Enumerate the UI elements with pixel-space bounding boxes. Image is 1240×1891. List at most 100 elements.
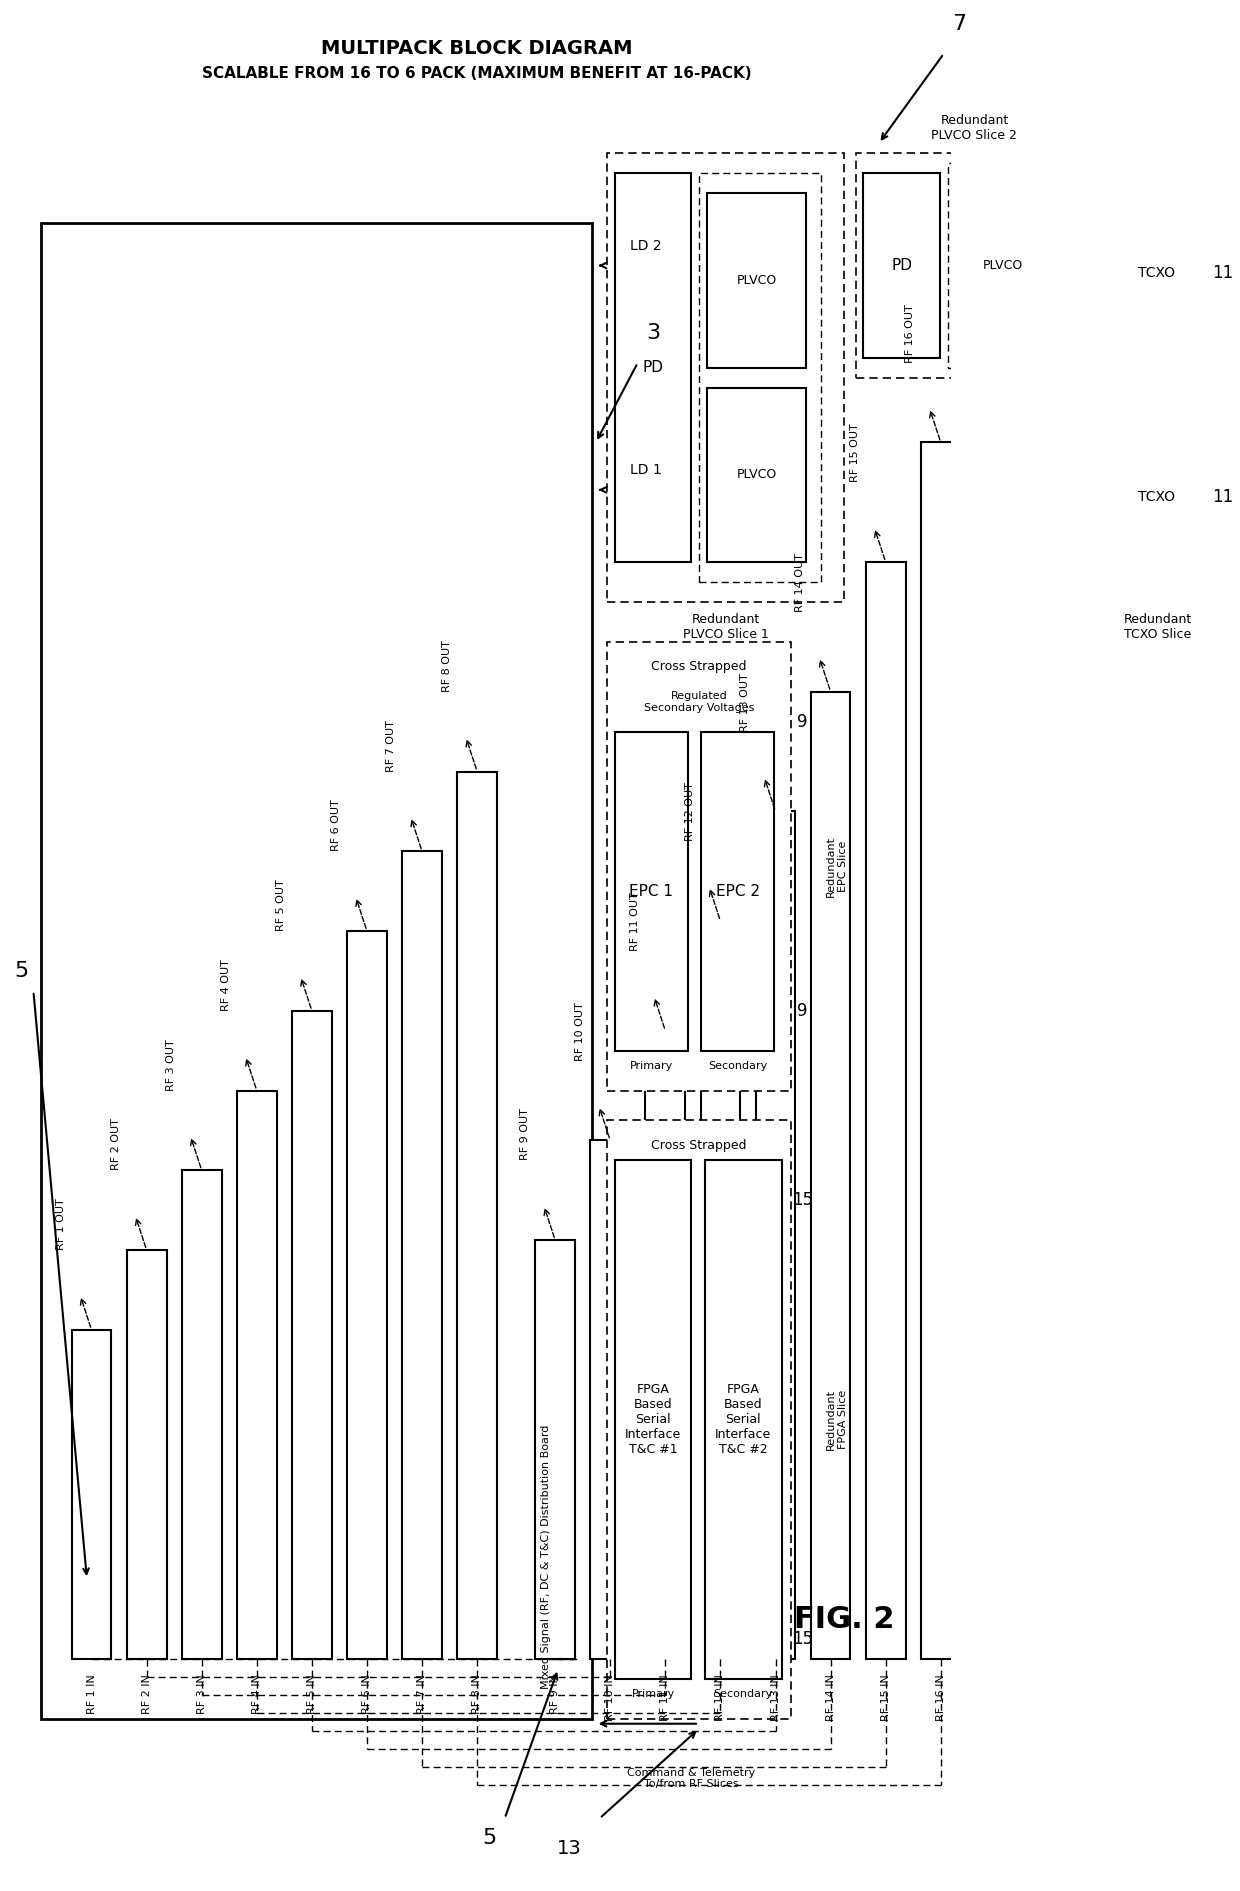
Text: RF 14 OUT: RF 14 OUT: [795, 552, 805, 613]
Text: RF 11 IN: RF 11 IN: [661, 1674, 671, 1721]
Text: RF 6 OUT: RF 6 OUT: [331, 800, 341, 851]
Bar: [921, 442, 961, 1658]
Text: LD 1: LD 1: [630, 463, 662, 477]
Bar: [402, 851, 441, 1658]
Text: RF 1 OUT: RF 1 OUT: [56, 1199, 66, 1250]
Text: RF 16 IN: RF 16 IN: [936, 1674, 946, 1721]
Text: Cross Strapped: Cross Strapped: [651, 660, 746, 673]
Text: RF 7 OUT: RF 7 OUT: [387, 720, 397, 772]
Text: RF 15 IN: RF 15 IN: [880, 1674, 890, 1721]
Bar: [458, 772, 497, 1658]
Bar: [615, 732, 687, 1051]
Text: EPC 1: EPC 1: [629, 883, 673, 898]
Text: 9: 9: [797, 713, 807, 730]
Text: Secondary: Secondary: [708, 1061, 768, 1070]
Text: 13: 13: [557, 1838, 582, 1857]
Bar: [182, 1171, 222, 1658]
Text: RF 3 IN: RF 3 IN: [197, 1674, 207, 1713]
Text: SCALABLE FROM 16 TO 6 PACK (MAXIMUM BENEFIT AT 16-PACK): SCALABLE FROM 16 TO 6 PACK (MAXIMUM BENE…: [202, 66, 751, 81]
Text: RF 3 OUT: RF 3 OUT: [166, 1038, 176, 1091]
Text: FPGA
Based
Serial
Interface
T&C #1: FPGA Based Serial Interface T&C #1: [625, 1382, 681, 1456]
Text: Cross Strapped: Cross Strapped: [651, 1138, 746, 1152]
Text: EPC 2: EPC 2: [715, 883, 760, 898]
Text: 3: 3: [646, 323, 660, 342]
Text: 15: 15: [791, 1630, 813, 1647]
Text: PLVCO: PLVCO: [983, 259, 1023, 272]
Text: 11: 11: [1213, 265, 1234, 282]
Bar: [755, 811, 795, 1658]
Text: TCXO: TCXO: [1137, 490, 1174, 505]
Bar: [699, 174, 821, 582]
Text: Mixed Signal (RF, DC & T&C) Distribution Board: Mixed Signal (RF, DC & T&C) Distribution…: [541, 1424, 551, 1689]
Text: Redundant
FPGA Slice: Redundant FPGA Slice: [826, 1390, 847, 1450]
Text: RF 4 IN: RF 4 IN: [252, 1674, 262, 1713]
Text: Redundant
EPC Slice: Redundant EPC Slice: [826, 836, 847, 896]
Text: RF 8 IN: RF 8 IN: [472, 1674, 482, 1713]
Bar: [291, 1012, 332, 1658]
Bar: [615, 1161, 692, 1679]
Bar: [608, 641, 791, 1091]
Text: Primary: Primary: [631, 1689, 675, 1698]
Text: FPGA
Based
Serial
Interface
T&C #2: FPGA Based Serial Interface T&C #2: [715, 1382, 771, 1456]
Bar: [702, 732, 774, 1051]
Bar: [707, 388, 806, 562]
Text: PD: PD: [892, 257, 913, 272]
Text: 15: 15: [791, 1191, 813, 1208]
Text: RF 8 OUT: RF 8 OUT: [441, 639, 451, 692]
Bar: [863, 174, 940, 357]
Bar: [646, 1031, 686, 1658]
Text: 5: 5: [482, 1829, 496, 1848]
Bar: [237, 1091, 277, 1658]
Text: RF 12 IN: RF 12 IN: [715, 1674, 725, 1721]
Bar: [856, 153, 1092, 378]
Text: Primary: Primary: [630, 1061, 673, 1070]
Text: RF 2 OUT: RF 2 OUT: [112, 1118, 122, 1171]
Text: RF 1 IN: RF 1 IN: [87, 1674, 97, 1713]
Bar: [811, 692, 851, 1658]
Bar: [72, 1329, 112, 1658]
Text: PLVCO: PLVCO: [737, 469, 776, 482]
Text: LD 2: LD 2: [630, 238, 662, 253]
Bar: [701, 921, 740, 1658]
Text: RF 6 IN: RF 6 IN: [362, 1674, 372, 1713]
Text: RF 10 IN: RF 10 IN: [605, 1674, 615, 1721]
Text: RF 5 IN: RF 5 IN: [306, 1674, 317, 1713]
Text: RF 4 OUT: RF 4 OUT: [221, 959, 231, 1012]
Bar: [536, 1240, 575, 1658]
Bar: [955, 183, 1052, 348]
Bar: [707, 193, 806, 367]
Bar: [41, 223, 591, 1719]
Text: RF 10 OUT: RF 10 OUT: [574, 1002, 584, 1061]
Text: RF 12 OUT: RF 12 OUT: [684, 783, 694, 841]
Text: RF 13 OUT: RF 13 OUT: [740, 673, 750, 732]
Text: Command & Telemetry
To/from RF Slices: Command & Telemetry To/from RF Slices: [627, 1768, 755, 1789]
Text: Secondary: Secondary: [714, 1689, 773, 1698]
Bar: [615, 174, 692, 562]
Text: RF 9 OUT: RF 9 OUT: [520, 1108, 529, 1161]
Bar: [608, 153, 844, 601]
Bar: [126, 1250, 166, 1658]
Text: PD: PD: [642, 359, 663, 374]
Bar: [1120, 199, 1193, 348]
Bar: [866, 562, 905, 1658]
Text: Redundant
TCXO Slice: Redundant TCXO Slice: [1123, 613, 1192, 641]
Text: RF 14 IN: RF 14 IN: [826, 1674, 836, 1721]
Bar: [1120, 422, 1193, 573]
Text: 5: 5: [15, 961, 29, 981]
Text: 7: 7: [952, 13, 966, 34]
Bar: [347, 930, 387, 1658]
Text: Redundant
PLVCO Slice 1: Redundant PLVCO Slice 1: [683, 613, 769, 641]
Text: RF 16 OUT: RF 16 OUT: [905, 304, 915, 363]
Text: RF 13 IN: RF 13 IN: [770, 1674, 780, 1721]
Text: 11: 11: [1213, 488, 1234, 507]
Text: Redundant
PLVCO Slice 2: Redundant PLVCO Slice 2: [931, 115, 1017, 142]
Bar: [706, 1161, 781, 1679]
Text: TCXO: TCXO: [1137, 267, 1174, 280]
Bar: [590, 1140, 630, 1658]
Text: RF 11 OUT: RF 11 OUT: [630, 893, 640, 951]
Text: RF 5 OUT: RF 5 OUT: [277, 879, 286, 930]
Text: PLVCO: PLVCO: [737, 274, 776, 287]
Bar: [608, 1121, 791, 1719]
Text: RF 2 IN: RF 2 IN: [141, 1674, 151, 1713]
Bar: [1105, 153, 1211, 601]
